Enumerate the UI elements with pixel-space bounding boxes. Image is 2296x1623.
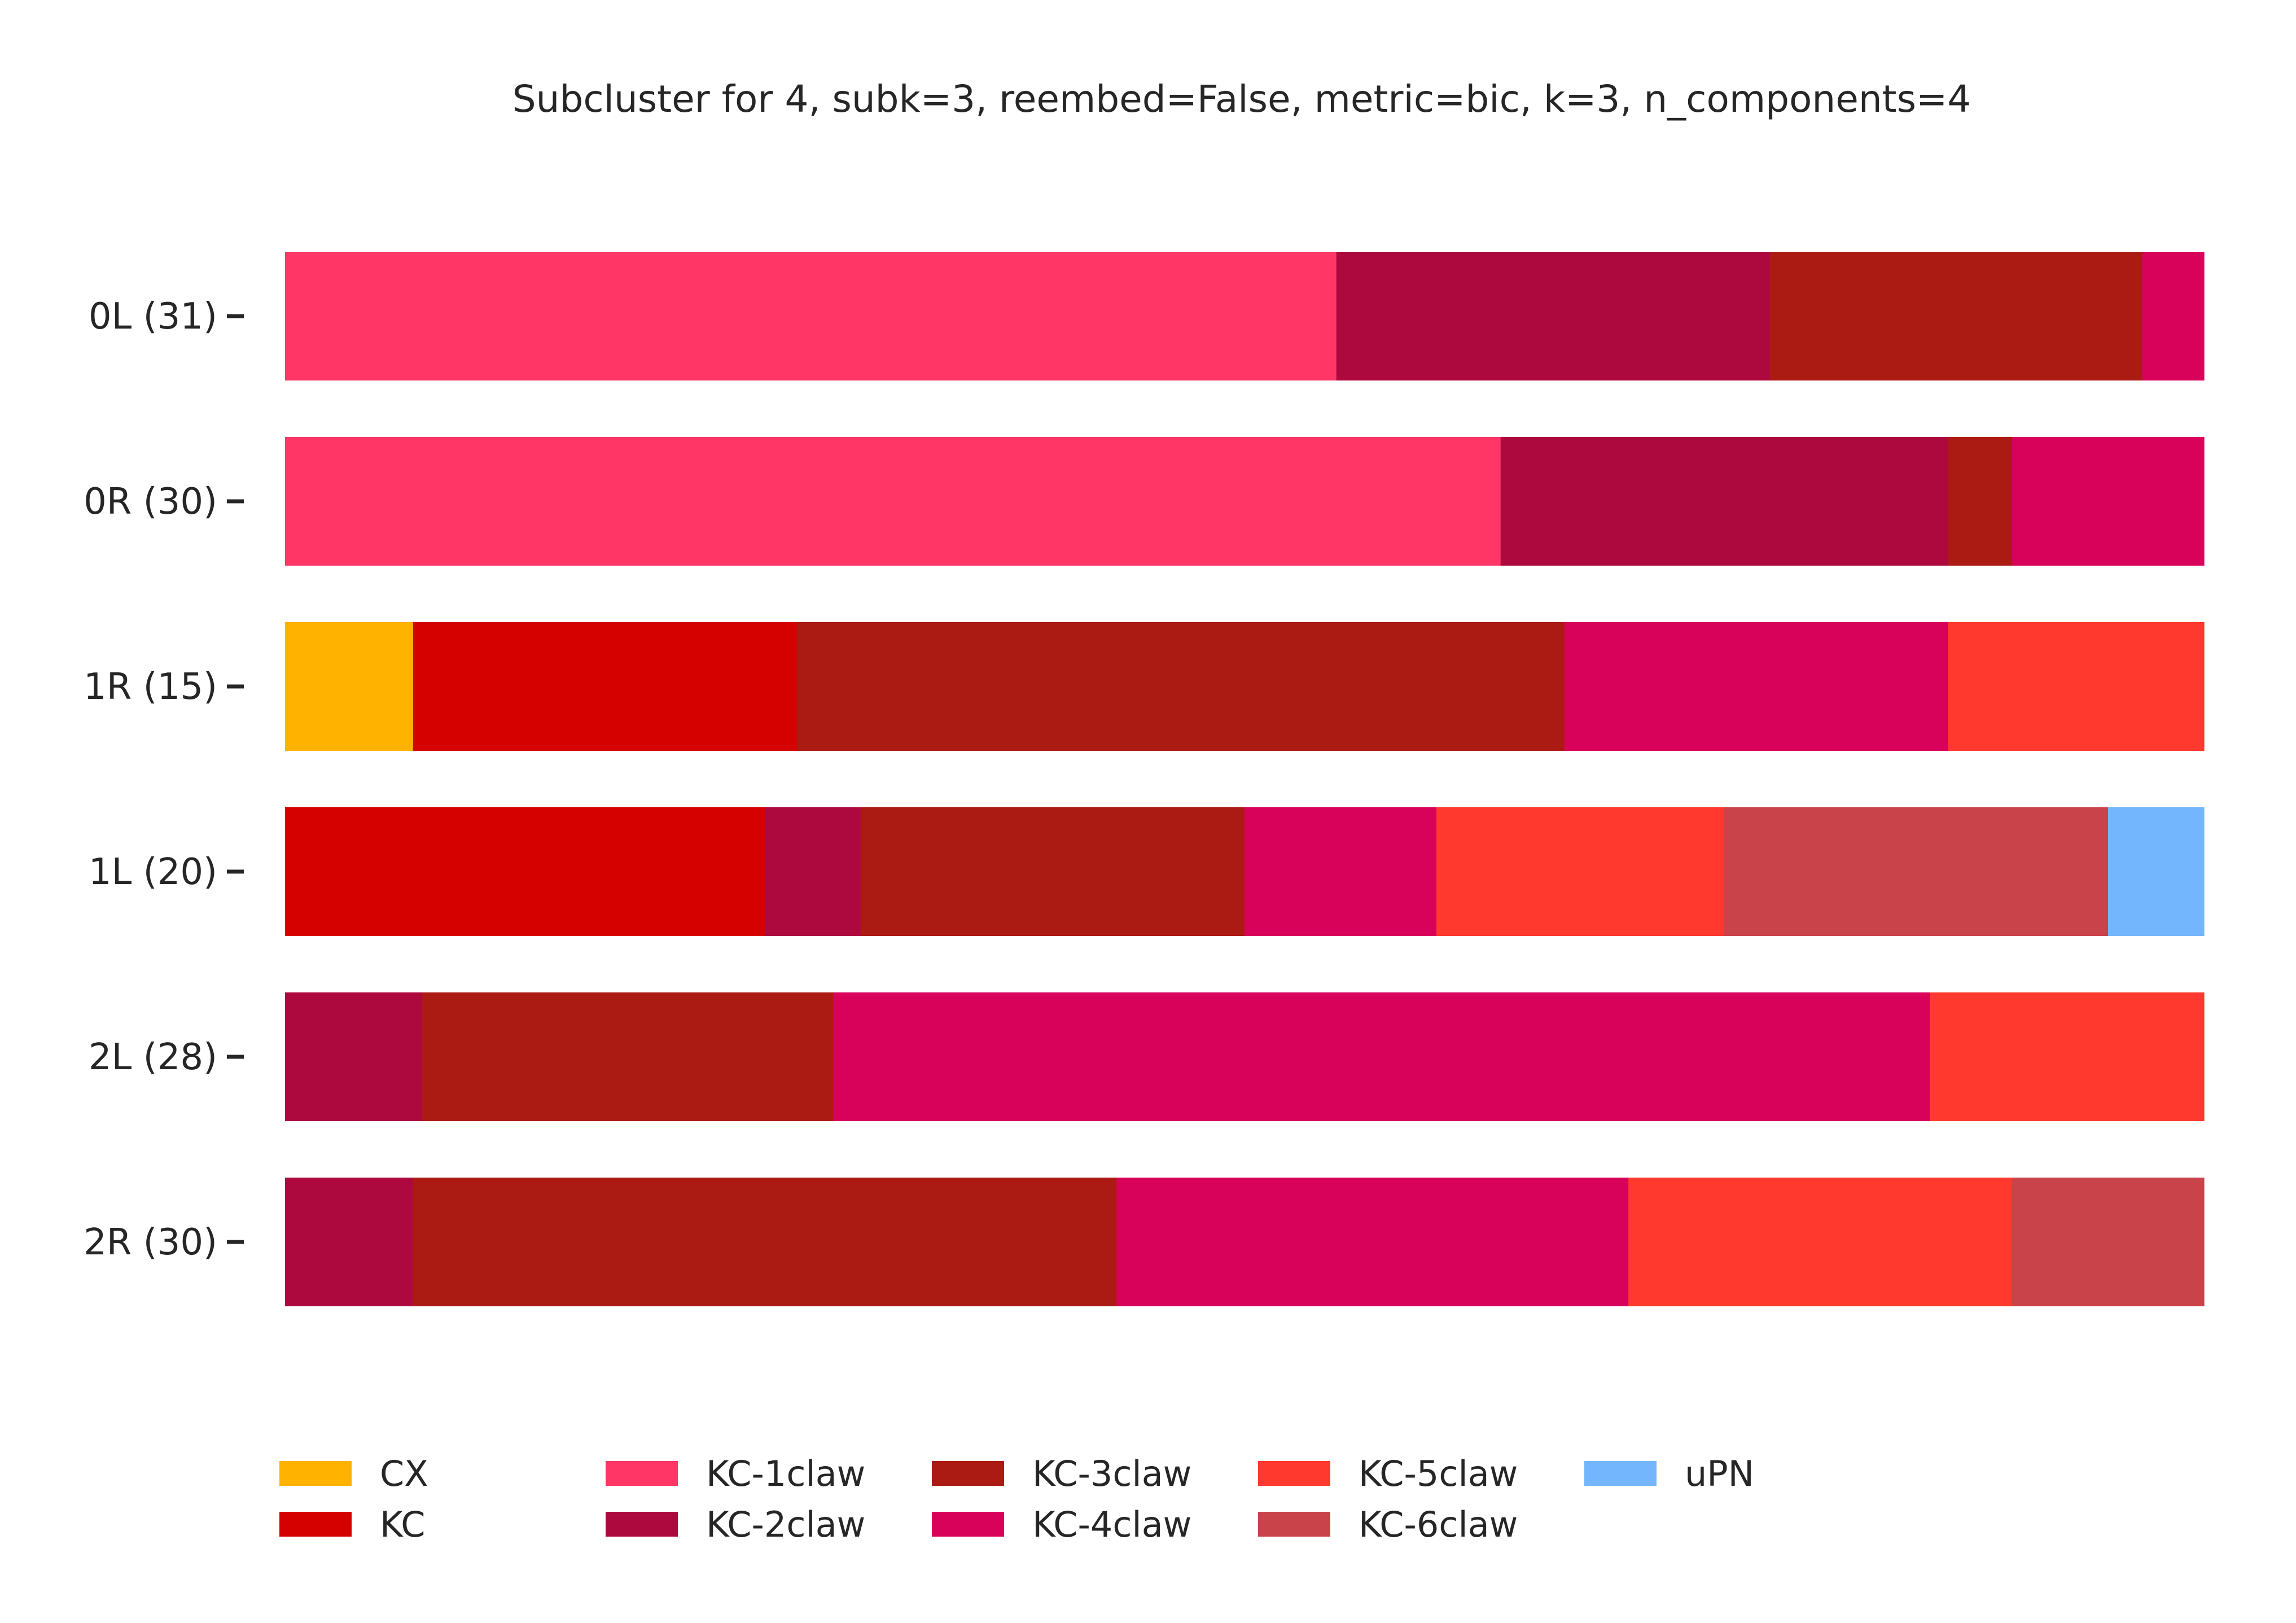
- bar-segment-kc-6claw-5: [2012, 1178, 2205, 1306]
- y-tick-label: 1L (20): [89, 851, 217, 893]
- bar-segment-kc-2claw-5: [285, 1178, 414, 1306]
- bar-segment-kc-4claw-4: [833, 992, 1930, 1121]
- bar-segment-kc-1claw-1: [285, 437, 1501, 566]
- bar-segment-kc-5claw-3: [1436, 807, 1725, 936]
- legend-swatch-kc-4claw: [932, 1512, 1004, 1537]
- bar-segment-kc-2claw-1: [1500, 437, 1949, 566]
- bar-segment-kc-2claw-4: [285, 992, 423, 1121]
- bar-segment-kc-4claw-0: [2142, 252, 2205, 380]
- bar-segment-kc-5claw-5: [1628, 1178, 2013, 1306]
- y-axis: 0L (31) 0R (30) 1R (15) 1L (20) 2L (28) 2R (3…: [84, 296, 244, 1263]
- legend-label-kc-3claw: KC-3claw: [1032, 1453, 1191, 1494]
- bar-segment-kc-3claw-2: [796, 622, 1565, 751]
- bars-layer: [285, 252, 2205, 1306]
- bar-segment-kc-4claw-2: [1564, 622, 1949, 751]
- bar-segment-kc-6claw-3: [1724, 807, 2109, 936]
- legend-label-upn: uPN: [1685, 1453, 1754, 1494]
- bar-segment-kc-3: [285, 807, 765, 936]
- bar-segment-kc-3claw-4: [422, 992, 834, 1121]
- legend-swatch-kc: [279, 1512, 352, 1537]
- y-tick-label: 2L (28): [89, 1036, 217, 1078]
- legend-swatch-kc-2claw: [606, 1512, 678, 1537]
- bar-segment-kc-1claw-0: [285, 252, 1337, 380]
- legend-label-kc-4claw: KC-4claw: [1032, 1504, 1191, 1545]
- y-tick-label: 0R (30): [84, 481, 217, 523]
- y-tick-label: 2R (30): [84, 1222, 217, 1263]
- bar-segment-kc-3claw-1: [1948, 437, 2013, 566]
- legend-label-kc-1claw: KC-1claw: [706, 1453, 865, 1494]
- legend-label-kc: KC: [380, 1504, 426, 1545]
- legend-swatch-kc-6claw: [1258, 1512, 1330, 1537]
- bar-segment-cx-2: [285, 622, 414, 751]
- bar-segment-kc-3claw-3: [861, 807, 1245, 936]
- legend-swatch-kc-3claw: [932, 1461, 1004, 1486]
- legend-swatch-cx: [279, 1461, 352, 1486]
- y-tick-label: 1R (15): [84, 666, 217, 708]
- legend-swatch-kc-1claw: [606, 1461, 678, 1486]
- legend-label-kc-5claw: KC-5claw: [1359, 1453, 1518, 1494]
- bar-segment-kc-4claw-3: [1245, 807, 1437, 936]
- legend-label-kc-2claw: KC-2claw: [706, 1504, 865, 1545]
- bar-segment-kc-3claw-0: [1769, 252, 2142, 380]
- bar-segment-kc-2claw-0: [1336, 252, 1771, 380]
- y-tick-label: 0L (31): [89, 296, 217, 338]
- chart-title: Subcluster for 4, subk=3, reembed=False,…: [512, 77, 1971, 121]
- legend-label-cx: CX: [380, 1453, 428, 1494]
- bar-segment-kc-4claw-5: [1116, 1178, 1629, 1306]
- bar-segment-upn-3: [2108, 807, 2205, 936]
- legend-label-kc-6claw: KC-6claw: [1359, 1504, 1518, 1545]
- bar-segment-kc-2: [413, 622, 798, 751]
- legend: CX KC KC-1claw KC-2claw KC-3claw KC-4claw KC-5…: [279, 1453, 1754, 1545]
- legend-swatch-kc-5claw: [1258, 1461, 1330, 1486]
- legend-swatch-upn: [1584, 1461, 1657, 1486]
- bar-segment-kc-3claw-5: [413, 1178, 1118, 1306]
- bar-segment-kc-2claw-3: [765, 807, 861, 936]
- bar-segment-kc-5claw-2: [1948, 622, 2205, 751]
- bar-segment-kc-5claw-4: [1930, 992, 2205, 1121]
- bar-segment-kc-4claw-1: [2012, 437, 2205, 566]
